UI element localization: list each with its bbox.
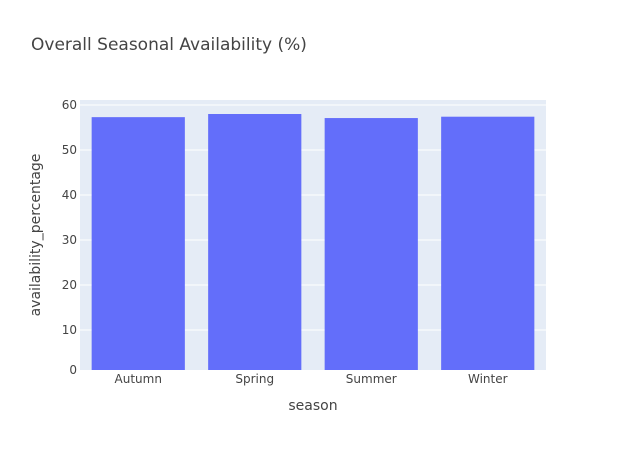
y-tick-labels: 0 10 20 30 40 50 60	[62, 98, 77, 377]
bar-summer	[324, 118, 418, 370]
y-tick-label: 0	[69, 363, 77, 377]
x-tick-label-winter: Winter	[468, 372, 508, 386]
y-tick-label: 40	[62, 188, 77, 202]
bar-winter	[441, 116, 535, 370]
y-axis-title: availability_percentage	[28, 154, 44, 317]
bar-spring	[208, 114, 302, 370]
x-tick-label-summer: Summer	[346, 372, 397, 386]
x-tick-label-autumn: Autumn	[115, 372, 162, 386]
bars	[91, 114, 535, 371]
x-tick-label-spring: Spring	[235, 372, 274, 386]
y-tick-label: 10	[62, 323, 77, 337]
x-axis-title: season	[288, 398, 337, 414]
bar-autumn	[91, 117, 185, 371]
y-tick-label: 30	[62, 233, 77, 247]
chart-title: Overall Seasonal Availability (%)	[31, 35, 307, 55]
x-tick-labels: Autumn Spring Summer Winter	[115, 372, 508, 386]
y-tick-label: 60	[62, 98, 77, 112]
y-tick-label: 50	[62, 143, 77, 157]
y-tick-label: 20	[62, 278, 77, 292]
